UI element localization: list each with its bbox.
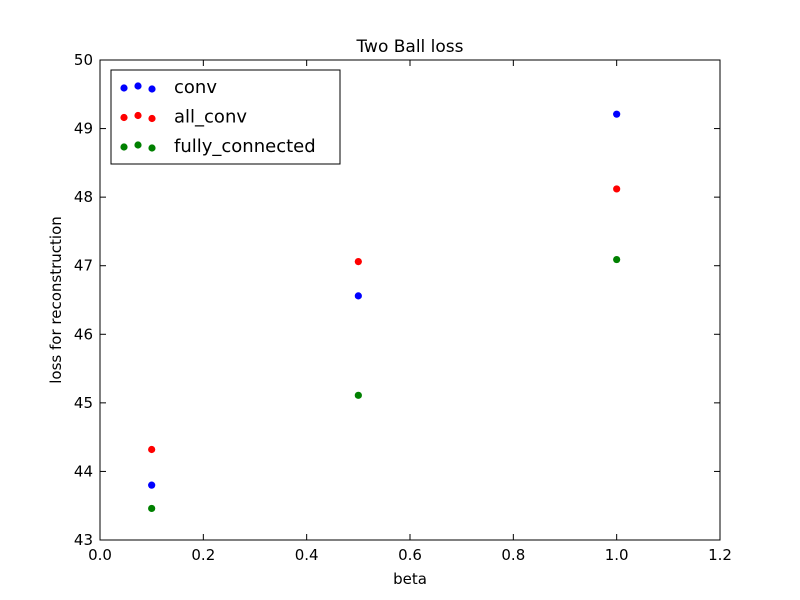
x-tick-label: 0.6: [398, 546, 422, 564]
legend-marker: [134, 141, 142, 149]
legend-marker: [134, 111, 142, 120]
data-point-conv: [613, 110, 621, 118]
legend-item-conv: conv: [120, 77, 217, 98]
legend-marker: [120, 84, 128, 92]
y-tick-label: 47: [74, 257, 93, 275]
legend-marker: [120, 143, 128, 151]
y-axis-label: loss for reconstruction: [47, 216, 65, 383]
series-all_conv: [148, 185, 621, 454]
y-tick-label: 48: [74, 188, 93, 206]
series-conv: [148, 110, 621, 489]
legend-marker: [120, 113, 128, 122]
data-point-fully_connected: [148, 504, 156, 513]
y-tick-label: 45: [74, 394, 93, 412]
data-point-all_conv: [148, 445, 156, 454]
x-tick-label: 0.0: [88, 546, 112, 564]
y-tick-label: 44: [74, 462, 93, 480]
legend-item-all_conv: all_conv: [120, 107, 247, 128]
data-point-all_conv: [613, 185, 621, 193]
legend-label: fully_connected: [174, 136, 316, 157]
x-axis-label: beta: [393, 570, 427, 588]
data-point-fully_connected: [354, 391, 362, 399]
x-tick-label: 0.2: [191, 546, 215, 564]
axis-ticks: 0.0 0.2 0.4 0.6 0.8 1.0 1.2 43 44 45 46 47 48 49 50: [74, 51, 732, 564]
y-tick-label: 50: [74, 51, 93, 69]
y-tick-label: 43: [74, 531, 93, 549]
y-tick-label: 46: [74, 325, 93, 343]
legend-item-fully_connected: fully_connected: [120, 136, 316, 157]
legend-marker: [134, 82, 142, 90]
series-fully_connected: [148, 255, 621, 513]
data-point-fully_connected: [613, 255, 621, 264]
legend: conv all_conv fully_connected: [110, 69, 341, 165]
data-point-conv: [148, 481, 156, 489]
data-point-all_conv: [354, 258, 362, 266]
legend-marker: [148, 144, 156, 152]
data-point-conv: [354, 292, 362, 300]
y-tick-label: 49: [74, 120, 93, 138]
legend-marker: [148, 114, 156, 123]
x-tick-label: 0.4: [295, 546, 319, 564]
x-tick-label: 0.8: [501, 546, 525, 564]
plot-area: [99, 59, 721, 541]
chart-title: Two Ball loss: [355, 37, 463, 57]
x-tick-label: 1.2: [708, 546, 732, 564]
legend-marker: [148, 85, 156, 93]
legend-label: all_conv: [174, 107, 247, 128]
x-tick-label: 1.0: [605, 546, 629, 564]
legend-label: conv: [174, 77, 217, 98]
data-points: [148, 110, 621, 513]
